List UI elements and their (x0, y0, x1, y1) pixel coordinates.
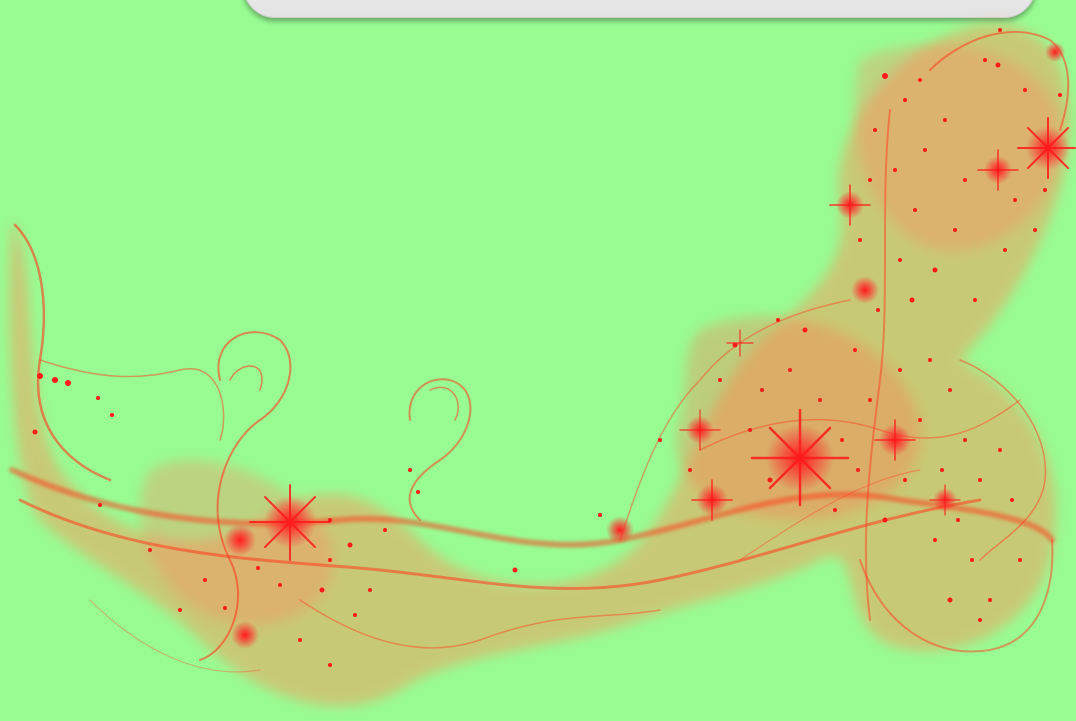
smoke-strands (9, 31, 1070, 673)
star-flares (249, 117, 1076, 561)
sparkle-dots (32, 28, 1062, 667)
